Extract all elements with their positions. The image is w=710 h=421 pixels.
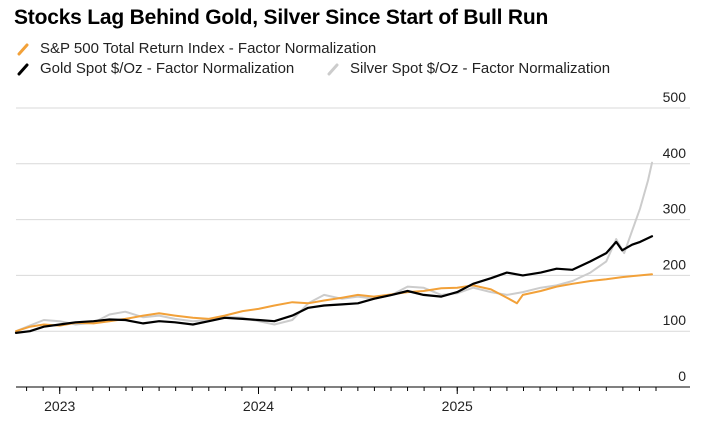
series-lines <box>14 161 654 334</box>
x-axis: 2023 2024 2025 <box>16 386 690 414</box>
y-tick-label-500: 500 <box>663 89 687 105</box>
legend-gold-swatch <box>17 63 29 75</box>
legend-silver-swatch <box>327 63 339 75</box>
series-gold-line <box>14 235 654 334</box>
x-tick-label-2024: 2024 <box>243 398 274 414</box>
y-tick-label-0: 0 <box>678 368 686 384</box>
legend-gold-label: Gold Spot $/Oz - Factor Normalization <box>40 60 295 77</box>
gridlines <box>16 107 690 332</box>
legend-gold: Gold Spot $/Oz - Factor Normalization <box>17 60 294 77</box>
legend-sp500: S&P 500 Total Return Index - Factor Norm… <box>17 40 376 57</box>
y-axis-labels: 500 400 300 200 100 0 <box>663 89 687 384</box>
legend-silver-label: Silver Spot $/Oz - Factor Normalization <box>350 60 611 77</box>
y-tick-label-200: 200 <box>663 256 687 272</box>
legend-sp500-swatch <box>17 43 29 55</box>
series-sp500-line <box>15 273 653 333</box>
legend-sp500-label: S&P 500 Total Return Index - Factor Norm… <box>40 40 377 57</box>
x-tick-label-2025: 2025 <box>442 398 473 414</box>
y-tick-label-100: 100 <box>663 312 687 328</box>
y-tick-label-300: 300 <box>663 201 687 217</box>
y-tick-label-400: 400 <box>663 145 687 161</box>
x-tick-label-2023: 2023 <box>44 398 75 414</box>
chart-title: Stocks Lag Behind Gold, Silver Since Sta… <box>14 6 549 29</box>
series-silver-line <box>15 161 653 333</box>
legend-silver: Silver Spot $/Oz - Factor Normalization <box>327 60 610 77</box>
